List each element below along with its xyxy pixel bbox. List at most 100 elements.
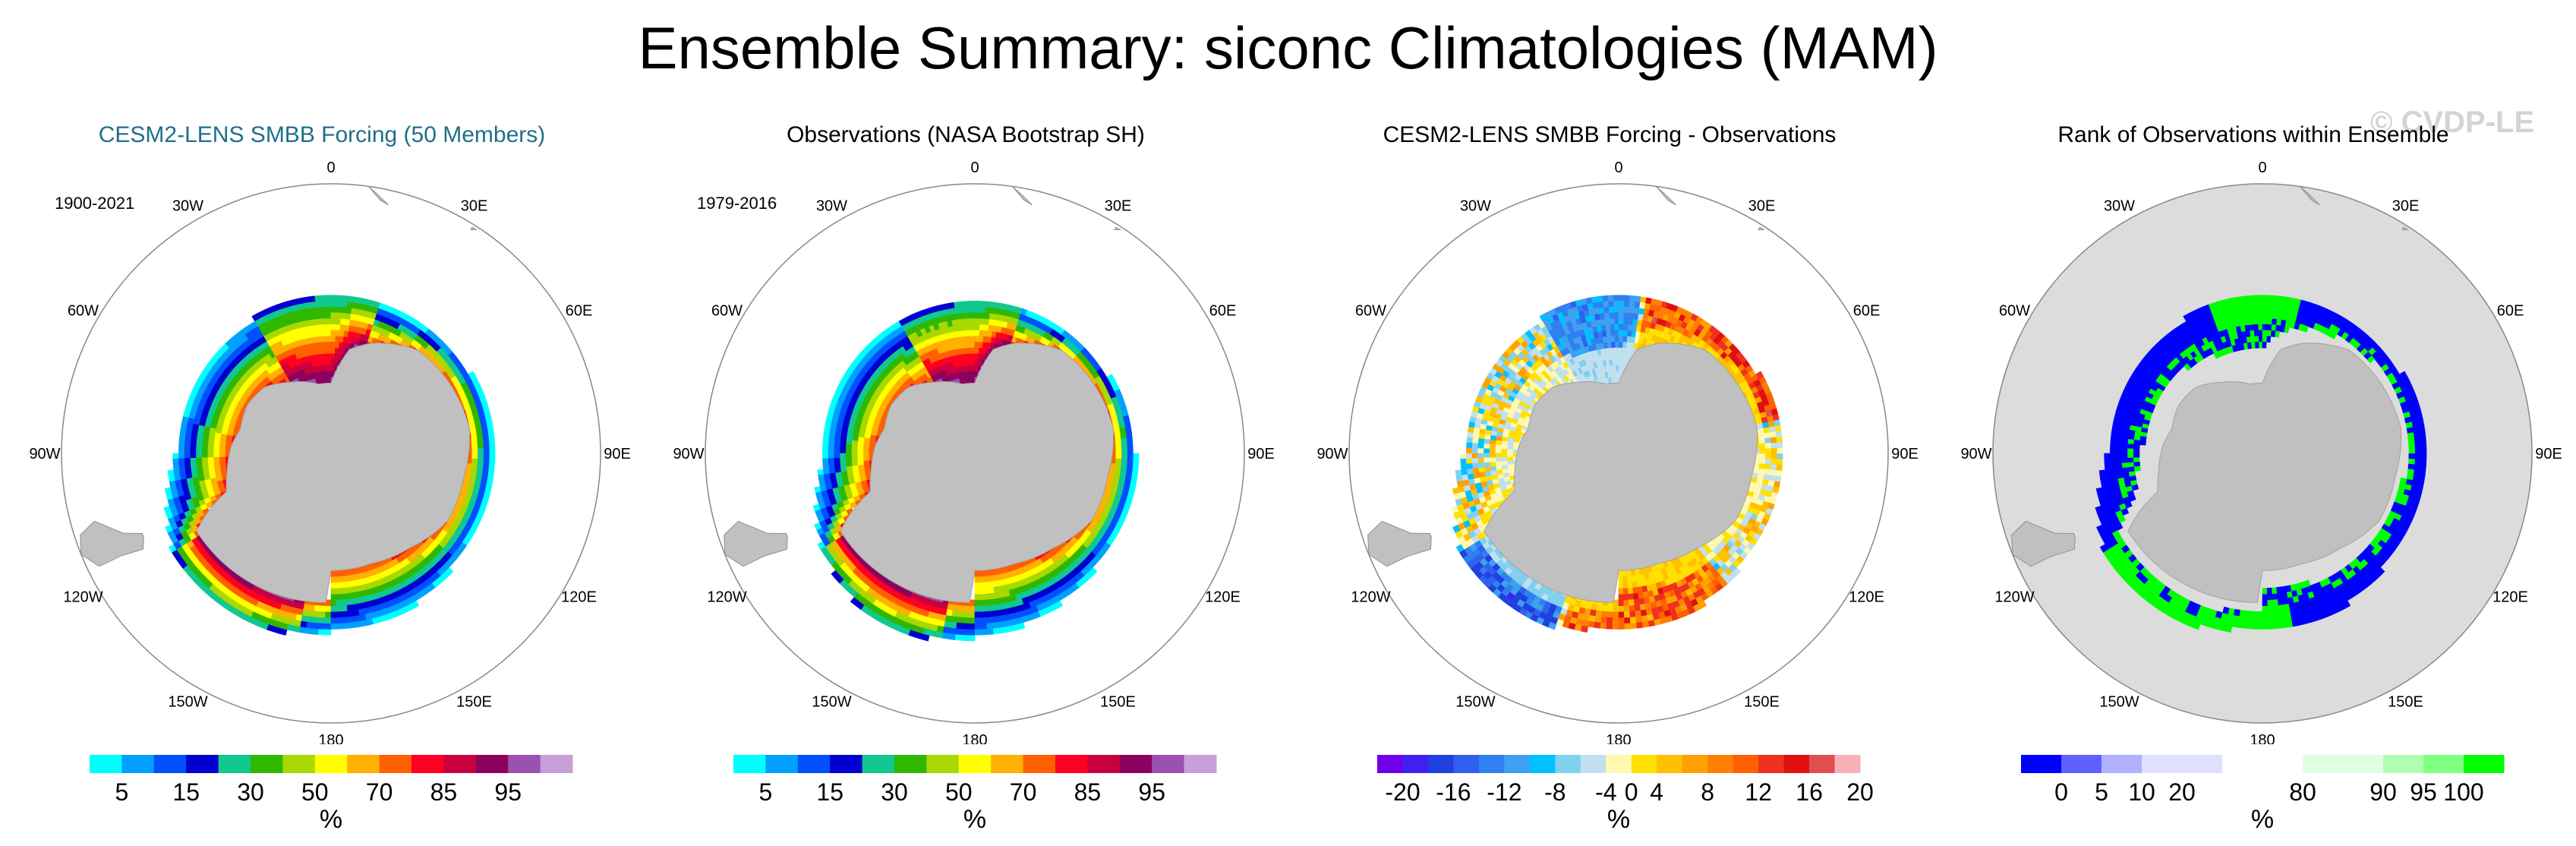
field-cell <box>1114 462 1121 469</box>
field-cell <box>1621 353 1626 361</box>
field-cell <box>1466 453 1473 459</box>
field-cell <box>984 307 991 314</box>
field-cell <box>1131 464 1139 471</box>
field-cell <box>1758 443 1766 449</box>
field-cell <box>1507 441 1515 447</box>
field-cell <box>319 617 326 623</box>
colorbar-swatch <box>765 755 799 773</box>
field-cell <box>342 610 348 617</box>
colorbar-tick-label: 70 <box>366 778 393 806</box>
field-cell <box>330 582 336 589</box>
field-cell <box>1126 463 1134 471</box>
field-cell <box>313 616 320 623</box>
field-cell <box>958 301 965 308</box>
field-cell <box>340 312 346 320</box>
field-cell <box>974 576 980 583</box>
field-cell <box>330 295 337 301</box>
colorbar-swatch <box>1529 755 1556 773</box>
field-cell <box>1627 581 1633 589</box>
field-cell <box>341 301 348 308</box>
longitude-label: 150E <box>1744 694 1780 711</box>
field-cell <box>863 441 871 447</box>
field-cell <box>1460 453 1467 459</box>
field-cell <box>330 617 338 624</box>
field-cell <box>317 628 326 636</box>
field-cell <box>828 453 835 459</box>
colorbar-swatch <box>1809 755 1836 773</box>
field-cell <box>213 453 220 458</box>
colorbar-tick-label: 5 <box>759 778 773 806</box>
field-cell <box>989 307 996 314</box>
field-cell <box>345 313 352 320</box>
map-boundary <box>705 183 1245 724</box>
field-cell <box>1764 453 1771 459</box>
field-cell <box>974 312 980 319</box>
field-cell <box>1507 449 1514 454</box>
field-cell <box>345 301 353 309</box>
longitude-label: 60E <box>566 303 593 320</box>
colorbar-swatch <box>540 755 573 773</box>
field-cell <box>1490 444 1496 450</box>
colorbar-swatch <box>475 755 509 773</box>
field-cell <box>208 440 215 446</box>
field-cell <box>1622 330 1628 337</box>
field-cell <box>1495 457 1502 462</box>
colorbar-swatch <box>121 755 155 773</box>
colorbar-swatch <box>958 755 992 773</box>
field-cell <box>325 301 332 308</box>
field-cell <box>974 365 979 372</box>
field-cell <box>840 444 847 450</box>
field-cell <box>314 301 321 308</box>
field-cell <box>988 319 995 327</box>
field-cell <box>1622 576 1629 582</box>
field-cell <box>2115 443 2123 449</box>
field-cell <box>2121 453 2128 459</box>
field-cell <box>336 622 344 630</box>
antarctica-landmass <box>840 343 1115 603</box>
field-cell <box>476 463 484 470</box>
field-cell <box>1613 306 1619 314</box>
field-cell <box>982 336 988 343</box>
colorbar-swatch <box>443 755 477 773</box>
field-cell <box>2247 312 2253 320</box>
colorbar: 5 15 30 50 70 85 95% <box>90 755 573 834</box>
colorbar-swatch <box>1055 755 1088 773</box>
field-cell <box>330 611 337 618</box>
field-cell <box>963 301 970 308</box>
field-cell <box>482 463 490 471</box>
field-cell <box>1115 458 1122 464</box>
field-cell <box>1588 620 1596 628</box>
field-cell <box>1467 431 1474 439</box>
field-cell <box>1622 312 1629 320</box>
field-cell <box>823 431 831 439</box>
field-cell <box>828 443 835 449</box>
field-cell <box>1622 347 1627 355</box>
field-cell <box>339 581 345 589</box>
field-cell <box>207 453 215 458</box>
field-cell <box>981 348 986 355</box>
field-cell <box>974 336 979 343</box>
colorbar-tick-label: 16 <box>1796 778 1823 806</box>
field-cell <box>1776 458 1783 466</box>
field-cell <box>845 453 853 459</box>
colorbar: 5 15 30 50 70 85 95% <box>733 755 1217 834</box>
panel-title: Observations (NASA Bootstrap SH) <box>787 122 1145 147</box>
field-cell <box>178 453 185 459</box>
longitude-label: 180 <box>1606 732 1631 744</box>
field-cell <box>1466 458 1473 465</box>
field-cell <box>190 462 197 469</box>
field-cell <box>488 453 496 459</box>
field-cell <box>207 449 215 454</box>
field-cell <box>477 453 484 459</box>
south-america-landmass <box>724 520 788 567</box>
field-cell <box>1608 312 1615 320</box>
field-cell <box>346 295 354 303</box>
field-cell <box>822 442 829 449</box>
field-cell <box>974 318 980 325</box>
field-cell <box>989 301 997 309</box>
field-cell <box>851 449 859 454</box>
field-cell <box>979 593 985 601</box>
